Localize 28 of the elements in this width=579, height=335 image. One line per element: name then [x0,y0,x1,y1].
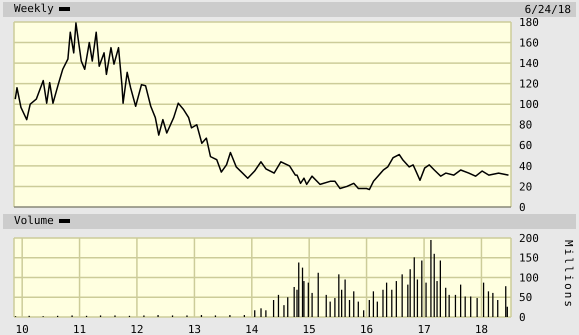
x-tick-label: 14 [245,322,259,335]
y-tick-label: 60 [519,139,532,152]
y-tick-label: 200 [519,232,539,245]
y-tick-label: 160 [519,36,539,50]
y-tick-label: 140 [519,57,539,70]
legend-label: Volume [14,214,54,227]
y-tick-label: 100 [519,98,539,112]
y-axis-title: Millions [562,240,575,309]
y-tick-label: 180 [519,16,539,29]
x-tick-label: 17 [417,322,431,335]
x-tick-label: 10 [16,322,29,335]
x-tick-label: 15 [302,322,316,335]
y-tick-label: 0 [519,200,526,214]
y-tick-label: 150 [519,252,539,265]
y-tick-label: 80 [519,118,532,132]
y-tick-label: 20 [519,180,532,194]
y-tick-label: 120 [519,78,539,91]
x-tick-label: 12 [130,322,144,335]
y-tick-label: 100 [519,271,539,284]
x-tick-label: 13 [188,322,202,335]
x-tick-label: 11 [72,322,86,335]
legend-label: Weekly [14,2,54,15]
y-tick-label: 50 [519,291,532,304]
y-tick-label: 40 [519,160,532,173]
text: 6/24/18 [524,3,571,16]
x-tick-label: 18 [474,322,488,335]
x-tick-label: 16 [360,322,374,335]
y-tick-label: 0 [519,310,526,324]
